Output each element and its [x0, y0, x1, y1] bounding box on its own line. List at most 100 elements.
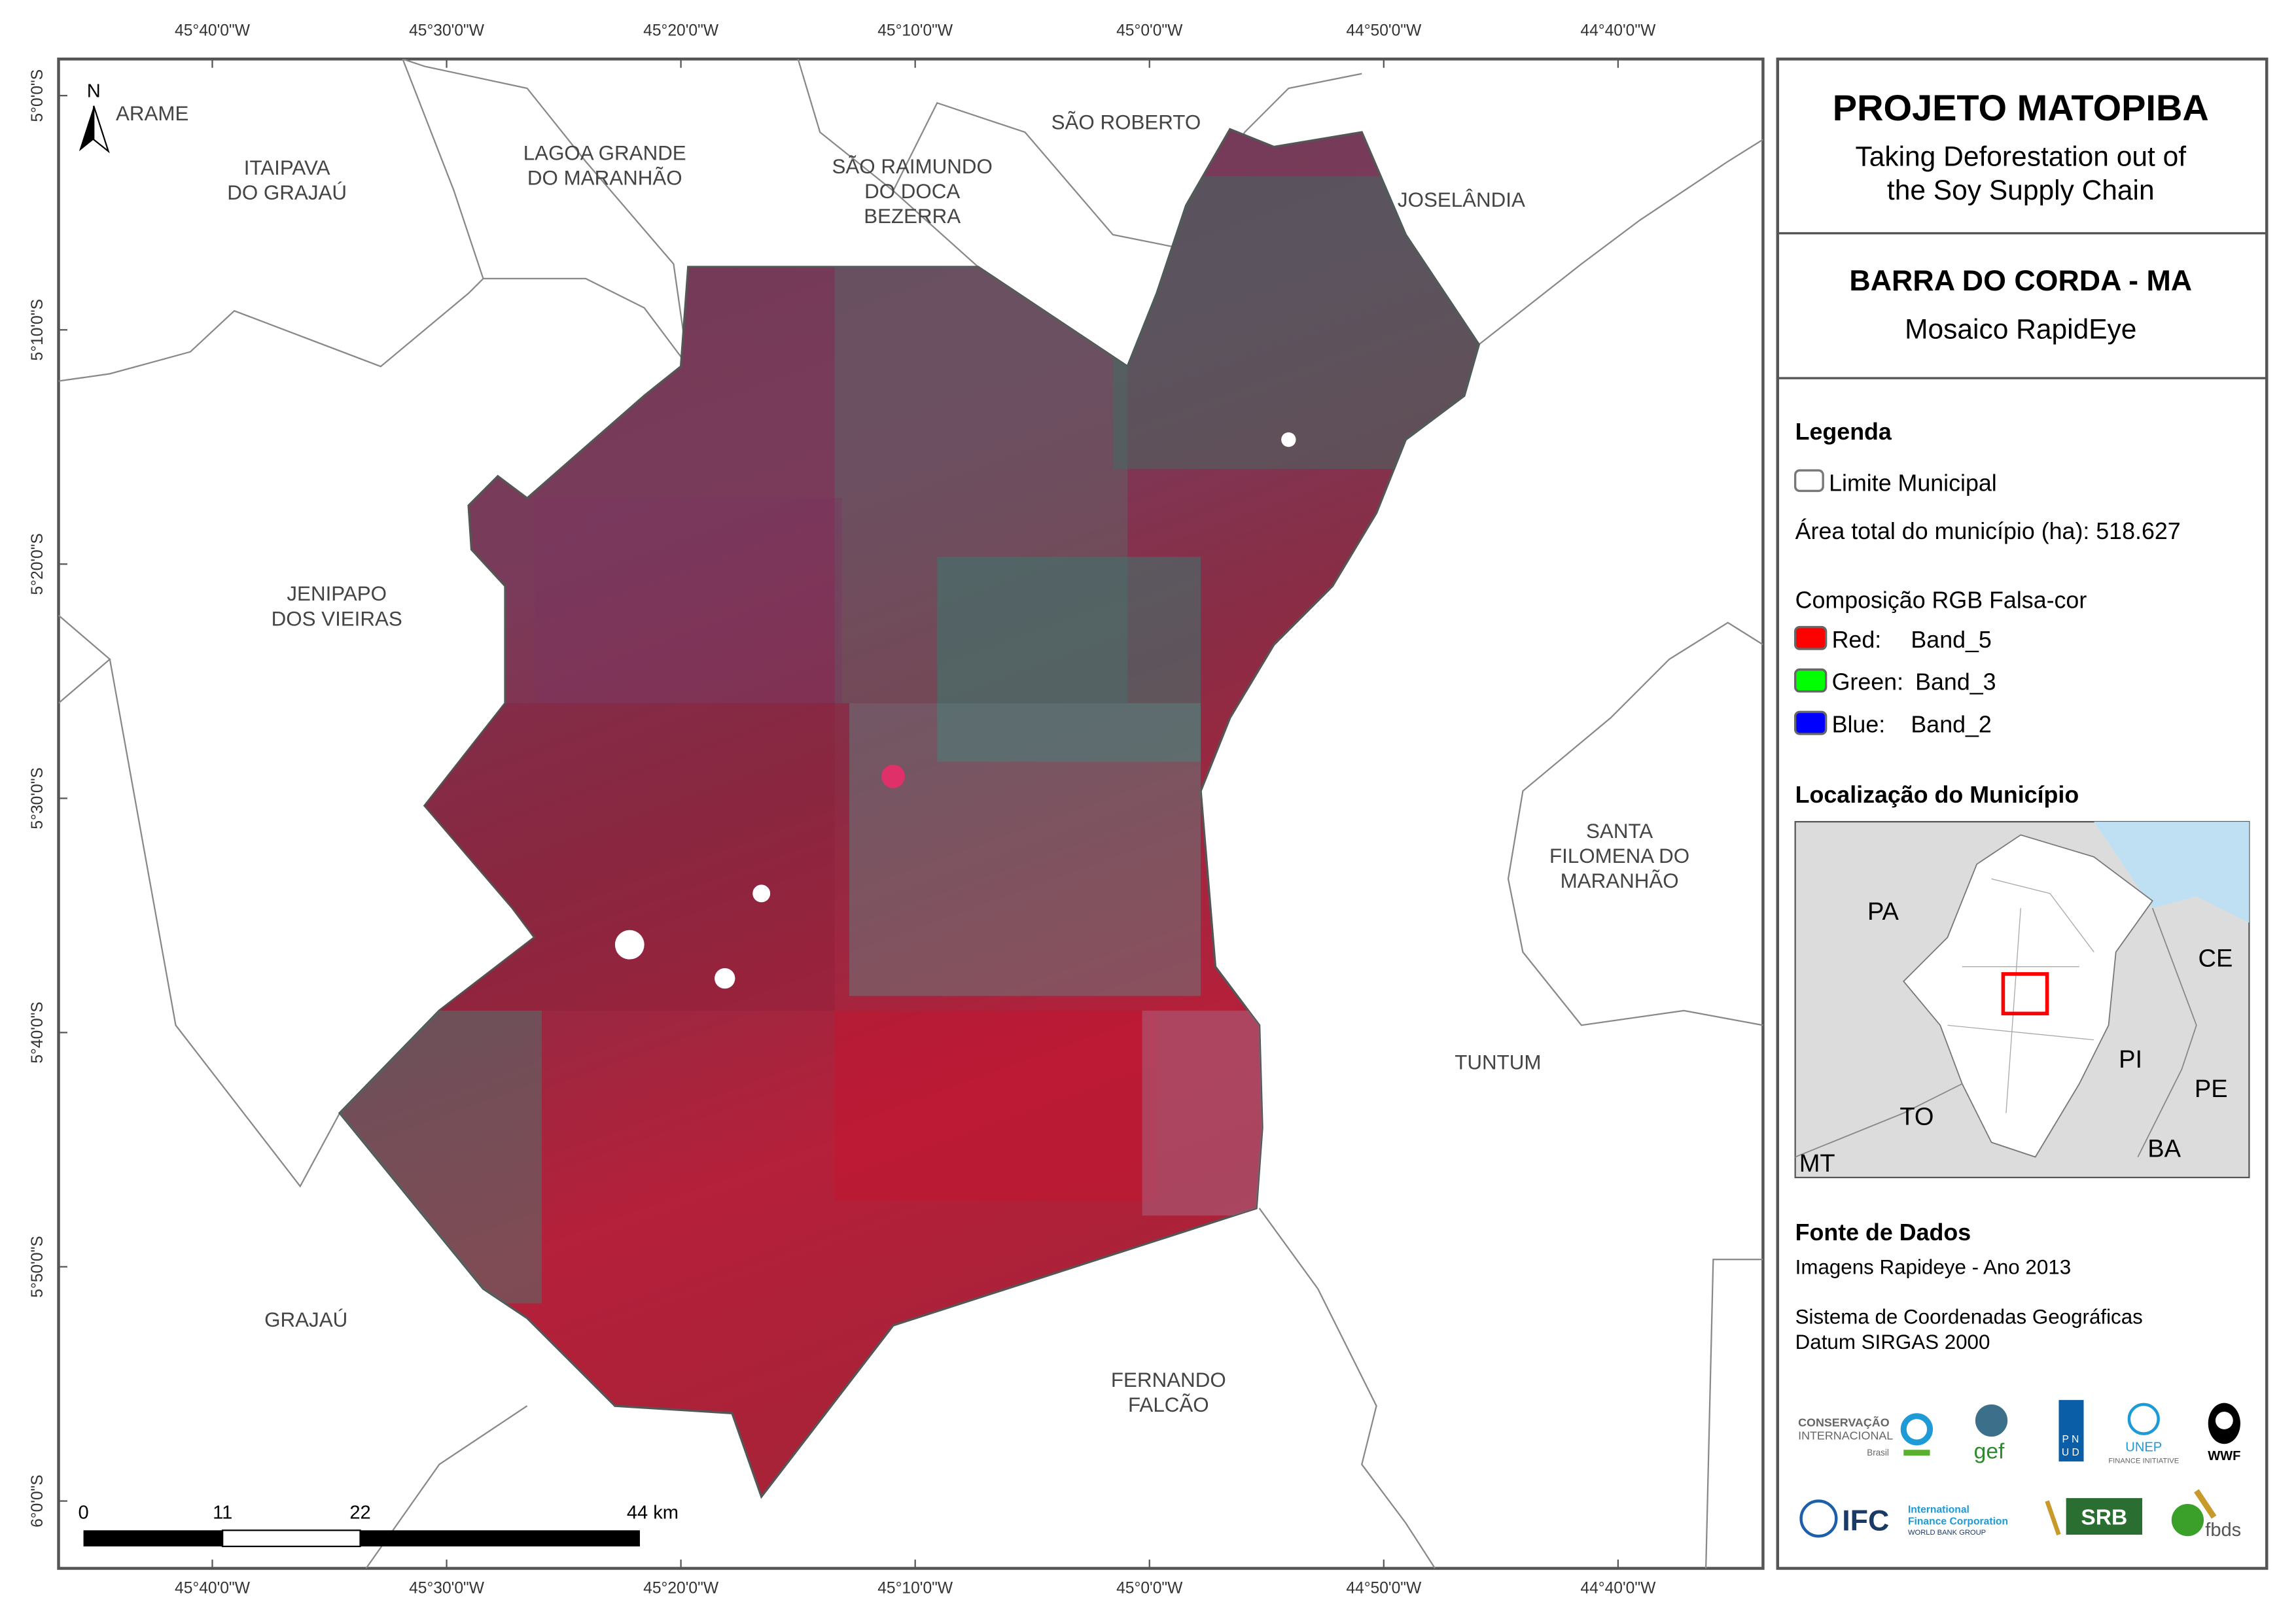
project-subtitle: the Soy Supply Chain [1887, 175, 2155, 206]
sources-imagery: Imagens Rapideye - Ano 2013 [1795, 1256, 2071, 1279]
longitude-label: 44°50'0"W [1346, 1580, 1422, 1597]
map-subtitle: Mosaico RapidEye [1905, 315, 2136, 345]
scale-label: 11 [213, 1502, 232, 1523]
project-title: PROJETO MATOPIBA [1833, 87, 2209, 128]
municipality-label: FERNANDO [1111, 1369, 1226, 1391]
area-label: Área total do município (ha): 518.627 [1795, 518, 2181, 544]
svg-text:UNEP: UNEP [2125, 1440, 2162, 1454]
band-name: Band_5 [1911, 627, 1991, 653]
municipality-label: TUNTUM [1455, 1051, 1541, 1073]
sources-heading: Fonte de Dados [1795, 1219, 1971, 1246]
scale-bar: 0 11 22 44 km [78, 1502, 679, 1548]
longitude-label: 45°20'0"W [643, 1580, 719, 1597]
sources-datum: Datum SIRGAS 2000 [1795, 1331, 1990, 1353]
svg-text:fbds: fbds [2205, 1520, 2241, 1541]
band-channel: Red: [1832, 627, 1882, 653]
legend-heading: Legenda [1795, 419, 1892, 445]
graticule-labels: 45°40'0"W 45°40'0"W 45°30'0"W 45°30'0"W 45°2… [29, 22, 1656, 1597]
municipality-label: FILOMENA DO [1549, 845, 1689, 867]
municipality-label: SANTA [1586, 820, 1653, 843]
svg-text:Finance Corporation: Finance Corporation [1908, 1516, 2008, 1527]
longitude-label: 45°10'0"W [877, 1580, 953, 1597]
municipality-label: LAGOA GRANDE [523, 142, 686, 165]
longitude-label: 44°40'0"W [1580, 22, 1656, 39]
state-label: PA [1867, 898, 1899, 926]
svg-text:INTERNACIONAL: INTERNACIONAL [1798, 1429, 1893, 1442]
band-name: Band_3 [1915, 669, 1996, 695]
logo-pnud: P N U D [2058, 1400, 2084, 1462]
state-label: TO [1899, 1103, 1934, 1130]
latitude-label: 5°10'0"S [29, 299, 46, 360]
municipality-label: SÃO RAIMUNDO [832, 155, 992, 178]
logo-srb: SRB [2045, 1498, 2143, 1536]
logo-gef: gef [1974, 1404, 2008, 1464]
municipality-label: BEZERRA [864, 205, 961, 228]
band-swatch [1793, 625, 1828, 650]
state-label: CE [2198, 945, 2233, 973]
band-swatch [1793, 668, 1828, 693]
longitude-label: 45°20'0"W [643, 22, 719, 39]
municipality-label: JENIPAPO [287, 582, 387, 605]
latitude-label: 5°50'0"S [29, 1236, 46, 1297]
longitude-label: 45°40'0"W [175, 22, 251, 39]
boundary-label: Limite Municipal [1829, 470, 1997, 496]
state-label: MT [1799, 1150, 1835, 1178]
svg-text:Brasil: Brasil [1867, 1448, 1889, 1457]
svg-text:IFC: IFC [1842, 1504, 1889, 1537]
longitude-label: 45°0'0"W [1116, 22, 1183, 39]
svg-text:CONSERVAÇÃO: CONSERVAÇÃO [1798, 1415, 1890, 1429]
longitude-label: 45°10'0"W [877, 22, 953, 39]
municipality-label: DOS VIEIRAS [272, 607, 402, 630]
scale-label: 22 [349, 1502, 370, 1523]
logo-fbds: fbds [2171, 1489, 2241, 1541]
state-label: PI [2119, 1046, 2142, 1073]
longitude-label: 45°30'0"W [409, 22, 485, 39]
scale-label: 0 [78, 1502, 88, 1523]
latitude-label: 5°20'0"S [29, 533, 46, 595]
municipality-label: FALCÃO [1128, 1393, 1209, 1416]
municipality-label: MARANHÃO [1561, 869, 1679, 892]
latitude-label: 6°0'0"S [29, 1475, 46, 1527]
state-label: BA [2147, 1136, 2181, 1163]
latitude-label: 5°0'0"S [29, 69, 46, 122]
longitude-label: 45°30'0"W [409, 1580, 485, 1597]
latitude-label: 5°40'0"S [29, 1002, 46, 1063]
municipality-label: DO DOCA [864, 180, 960, 203]
svg-text:WWF: WWF [2208, 1449, 2240, 1463]
info-panel: PROJETO MATOPIBA Taking Deforestation ou… [1776, 57, 2269, 1570]
municipality-label: SÃO ROBERTO [1051, 111, 1201, 134]
svg-text:U D: U D [2062, 1447, 2079, 1458]
longitude-label: 44°50'0"W [1346, 22, 1422, 39]
longitude-label: 45°0'0"W [1116, 1580, 1183, 1597]
project-subtitle: Taking Deforestation out of [1855, 142, 2186, 173]
north-label: N [87, 80, 101, 101]
municipal-boundaries [58, 59, 1763, 1569]
boundary-swatch [1793, 469, 1824, 493]
band-swatch [1793, 710, 1828, 735]
svg-text:SRB: SRB [2081, 1505, 2127, 1529]
municipality-label: DO MARANHÃO [527, 167, 682, 190]
municipality-label: ARAME [116, 102, 188, 125]
state-label: PE [2195, 1075, 2228, 1103]
logo-unep-fi: UNEP FINANCE INITIATIVE [2108, 1403, 2179, 1465]
municipality-label: GRAJAÚ [264, 1308, 347, 1331]
band-name: Band_2 [1911, 712, 1991, 738]
svg-text:FINANCE INITIATIVE: FINANCE INITIATIVE [2108, 1457, 2179, 1465]
scale-label: 44 km [627, 1502, 679, 1523]
location-highlight [2001, 972, 2049, 1016]
municipality-label: DO GRAJAÚ [227, 181, 347, 204]
longitude-label: 45°40'0"W [175, 1580, 251, 1597]
map-title: BARRA DO CORDA - MA [1849, 264, 2192, 297]
svg-text:International: International [1908, 1504, 1969, 1515]
svg-text:P N: P N [2062, 1434, 2079, 1445]
north-arrow: N [79, 80, 110, 154]
band-channel: Blue: [1832, 712, 1886, 738]
svg-text:WORLD BANK GROUP: WORLD BANK GROUP [1908, 1529, 1986, 1537]
latitude-label: 5°30'0"S [29, 767, 46, 829]
